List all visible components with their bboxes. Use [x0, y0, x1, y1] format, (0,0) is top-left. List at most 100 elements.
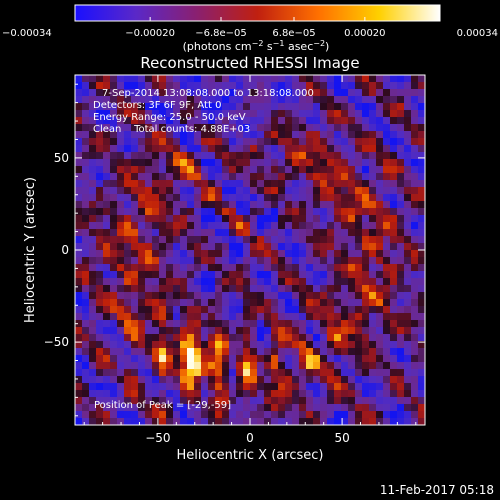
heatmap-cell	[103, 341, 111, 349]
heatmap-cell	[397, 306, 405, 314]
heatmap-cell	[257, 201, 265, 209]
heatmap-cell	[236, 215, 244, 223]
heatmap-cell	[299, 103, 307, 111]
heatmap-cell	[362, 327, 370, 335]
heatmap-cell	[222, 89, 230, 97]
heatmap-cell	[124, 75, 132, 83]
heatmap-cell	[166, 187, 174, 195]
heatmap-cell	[299, 341, 307, 349]
heatmap-cell	[271, 264, 279, 272]
heatmap-cell	[411, 306, 419, 314]
heatmap-cell	[131, 411, 139, 419]
heatmap-cell	[89, 250, 97, 258]
heatmap-cell	[383, 166, 391, 174]
heatmap-cell	[404, 82, 412, 90]
heatmap-cell	[334, 341, 342, 349]
heatmap-cell	[103, 180, 111, 188]
heatmap-cell	[250, 250, 258, 258]
heatmap-cell	[271, 180, 279, 188]
heatmap-cell	[411, 313, 419, 321]
heatmap-cell	[194, 278, 202, 286]
heatmap-cell	[89, 348, 97, 356]
heatmap-cell	[166, 313, 174, 321]
heatmap-cell	[327, 215, 335, 223]
heatmap-cell	[271, 152, 279, 160]
heatmap-cell	[222, 250, 230, 258]
heatmap-cell	[327, 257, 335, 265]
heatmap-cell	[397, 117, 405, 125]
heatmap-cell	[418, 166, 426, 174]
heatmap-cell	[117, 278, 125, 286]
heatmap-cell	[89, 404, 97, 412]
heatmap-cell	[194, 159, 202, 167]
heatmap-cell	[320, 229, 328, 237]
heatmap-cell	[306, 89, 314, 97]
heatmap-cell	[131, 222, 139, 230]
heatmap-cell	[250, 271, 258, 279]
heatmap-cell	[152, 411, 160, 419]
heatmap-cell	[229, 208, 237, 216]
heatmap-cell	[348, 110, 356, 118]
heatmap-cell	[404, 313, 412, 321]
heatmap-cell	[355, 397, 363, 405]
heatmap-cell	[320, 355, 328, 363]
heatmap-cell	[187, 257, 195, 265]
heatmap-cell	[334, 243, 342, 251]
heatmap-cell	[145, 222, 153, 230]
heatmap-cell	[194, 229, 202, 237]
heatmap-cell	[390, 96, 398, 104]
heatmap-cell	[187, 194, 195, 202]
heatmap-cell	[187, 229, 195, 237]
heatmap-cell	[152, 404, 160, 412]
heatmap-cell	[159, 257, 167, 265]
heatmap-cell	[187, 341, 195, 349]
heatmap-cell	[159, 110, 167, 118]
heatmap-cell	[96, 285, 104, 293]
heatmap-cell	[411, 355, 419, 363]
heatmap-cell	[264, 369, 272, 377]
heatmap-cell	[138, 117, 146, 125]
heatmap-cell	[166, 306, 174, 314]
heatmap-cell	[299, 334, 307, 342]
heatmap-cell	[208, 250, 216, 258]
heatmap-cell	[334, 117, 342, 125]
heatmap-cell	[390, 82, 398, 90]
heatmap-cell	[327, 418, 335, 426]
heatmap-cell	[355, 124, 363, 132]
heatmap-cell	[89, 313, 97, 321]
heatmap-cell	[404, 229, 412, 237]
heatmap-cell	[341, 369, 349, 377]
heatmap-cell	[376, 201, 384, 209]
heatmap-cell	[180, 327, 188, 335]
heatmap-cell	[180, 103, 188, 111]
heatmap-cell	[187, 334, 195, 342]
heatmap-cell	[159, 215, 167, 223]
heatmap-cell	[404, 75, 412, 83]
heatmap-cell	[215, 348, 223, 356]
heatmap-cell	[348, 404, 356, 412]
heatmap-cell	[341, 334, 349, 342]
heatmap-cell	[173, 117, 181, 125]
heatmap-cell	[131, 187, 139, 195]
heatmap-cell	[264, 278, 272, 286]
heatmap-cell	[152, 376, 160, 384]
heatmap-cell	[117, 236, 125, 244]
heatmap-cell	[103, 131, 111, 139]
heatmap-cell	[299, 82, 307, 90]
heatmap-cell	[75, 257, 83, 265]
heatmap-cell	[341, 271, 349, 279]
heatmap-cell	[411, 89, 419, 97]
heatmap-cell	[264, 243, 272, 251]
heatmap-cell	[131, 173, 139, 181]
heatmap-cell	[362, 250, 370, 258]
heatmap-cell	[362, 110, 370, 118]
heatmap-cell	[278, 271, 286, 279]
heatmap-cell	[250, 187, 258, 195]
heatmap-cell	[236, 152, 244, 160]
heatmap-cell	[383, 75, 391, 83]
heatmap-cell	[278, 418, 286, 426]
heatmap-cell	[285, 355, 293, 363]
heatmap-cell	[320, 257, 328, 265]
heatmap-cell	[152, 348, 160, 356]
heatmap-cell	[320, 313, 328, 321]
